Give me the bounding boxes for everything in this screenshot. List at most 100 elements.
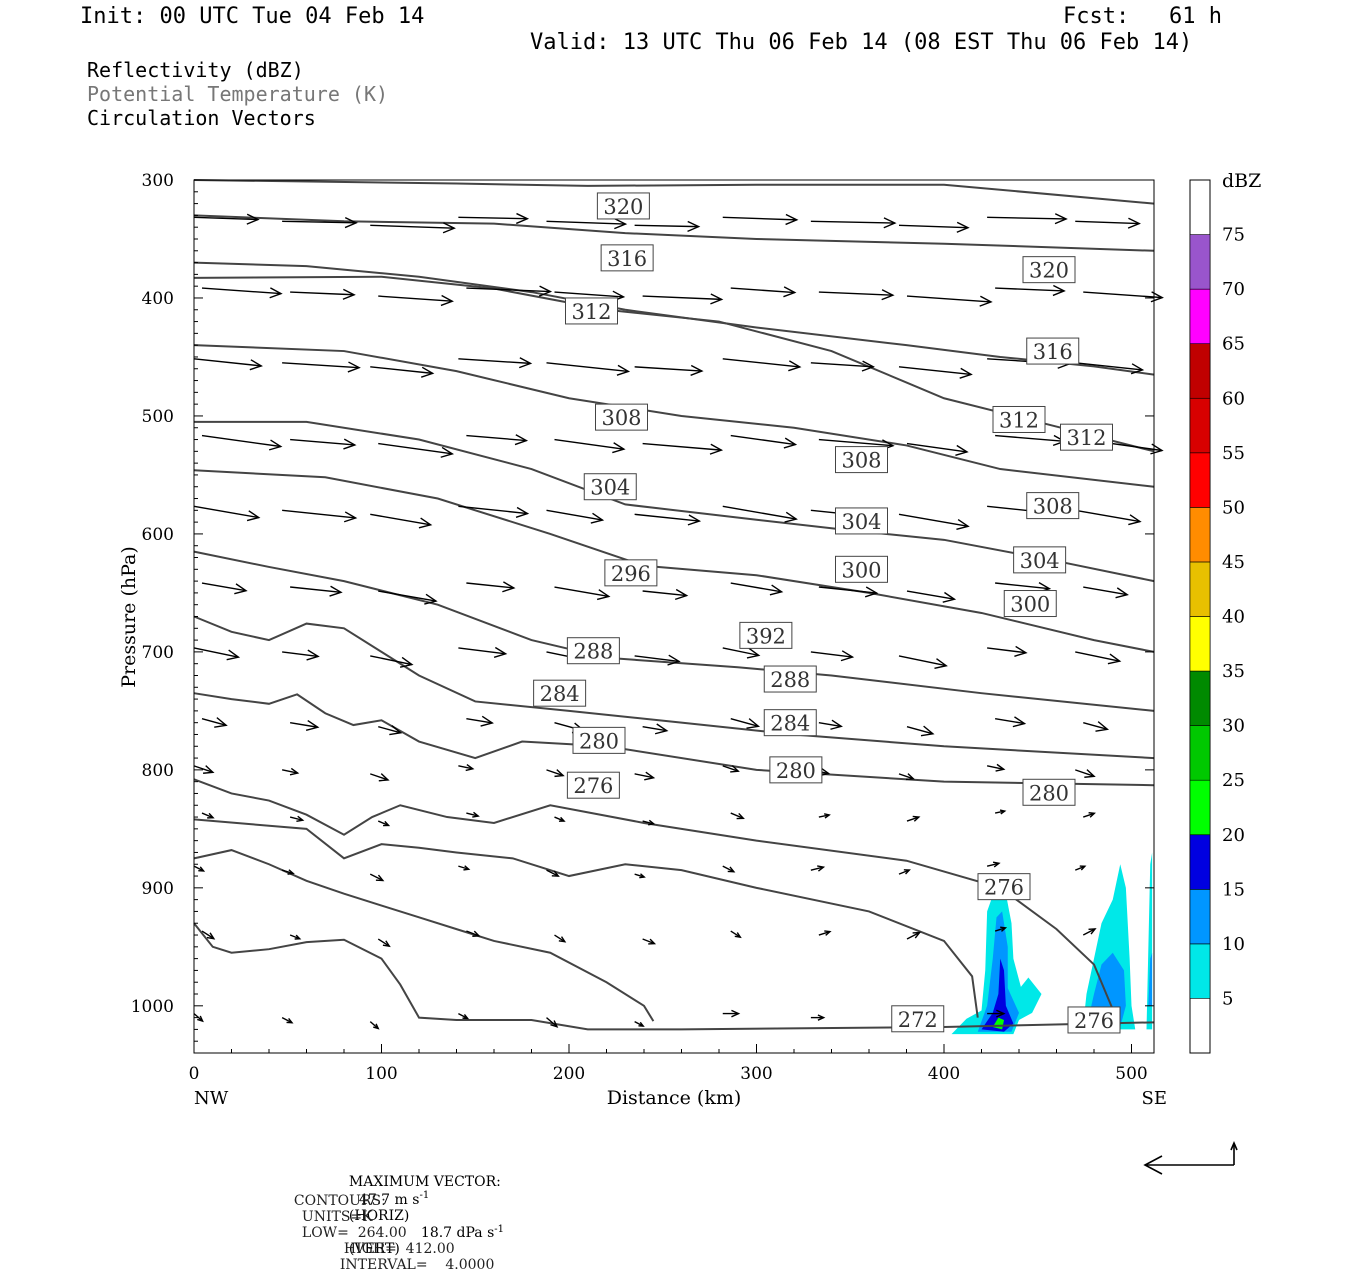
wind-vector — [987, 216, 1067, 220]
colorbar-tick-label: 50 — [1222, 497, 1245, 518]
wind-vector — [634, 513, 700, 522]
contour-label: 304 — [590, 476, 630, 500]
field-circulation-vectors: Circulation Vectors — [87, 106, 316, 130]
reflectivity-cell — [977, 911, 1019, 1032]
contours-label: CONTOURS: — [293, 1193, 386, 1209]
theta-contour-line — [193, 818, 979, 1018]
wind-vector — [289, 934, 300, 940]
vector-head — [198, 866, 206, 872]
theta-contour-line — [194, 420, 1155, 583]
colorbar-bin — [1189, 725, 1211, 781]
wind-vector — [906, 590, 955, 600]
colorbar-tick-label: 65 — [1222, 334, 1245, 355]
wind-vector — [810, 362, 874, 368]
vector-head — [920, 725, 935, 737]
wind-vector — [282, 509, 356, 519]
vector-head — [648, 938, 657, 945]
vector-head — [442, 222, 456, 234]
theta-contour-line — [193, 469, 1155, 653]
wind-vector — [995, 287, 1065, 292]
contour-label-box — [1026, 337, 1080, 365]
colorbar-bin — [1189, 779, 1211, 836]
wind-vector — [458, 765, 473, 770]
vector-head — [784, 511, 798, 523]
wind-vector — [818, 814, 830, 818]
vector-head — [502, 581, 516, 593]
vector-head — [465, 764, 475, 772]
vector-head — [881, 289, 895, 301]
vector-head — [203, 765, 215, 774]
vector-head — [197, 1015, 204, 1023]
vector-head — [654, 723, 669, 735]
wind-vector — [281, 1016, 293, 1024]
axes: 300 400 500 600 700 800 900 1000 0 100 200 300 400 50… — [131, 171, 1154, 1084]
vector-head — [214, 717, 228, 728]
vector-head — [420, 366, 435, 378]
vector-head — [999, 809, 1007, 815]
wind-vector — [898, 513, 969, 528]
wind-vector — [986, 862, 1000, 867]
wind-vector — [1075, 769, 1095, 777]
vector-head — [1088, 812, 1096, 818]
wind-vector — [193, 765, 214, 773]
vector-head — [296, 815, 305, 823]
contour-label-box — [977, 873, 1031, 901]
vector-head — [590, 512, 605, 524]
colorbar-tick-label: 25 — [1222, 770, 1245, 791]
vector-head — [687, 514, 702, 526]
contour-label: 308 — [601, 406, 641, 430]
vector-head — [746, 718, 761, 729]
vector-head — [596, 589, 611, 601]
contour-label: 308 — [1033, 495, 1073, 519]
contour-label-box — [566, 637, 620, 665]
wind-vector — [378, 726, 401, 734]
cross-section-chart: 320 316 312 320 316 308 312 312 304 308 308 304 304 2… — [118, 170, 1261, 1175]
contours-units: UNITS=K — [301, 1209, 373, 1225]
contours-interval: INTERVAL= 4.0000 — [339, 1257, 495, 1273]
vector-head — [344, 217, 358, 229]
vector-head — [206, 932, 216, 940]
vector-head — [840, 650, 855, 662]
vector-head — [861, 360, 875, 372]
vector-head — [995, 763, 1006, 772]
wind-vector — [642, 725, 667, 732]
wind-vector — [1083, 586, 1128, 596]
max-vector-horiz-exp: -1 — [419, 1190, 430, 1201]
contour-label-box — [835, 555, 888, 583]
vector-head — [824, 930, 832, 936]
wind-vector — [1083, 291, 1163, 299]
vector-head — [730, 765, 740, 773]
colorbar-title: dBZ — [1222, 170, 1261, 192]
x-tick-label: 200 — [553, 1064, 585, 1084]
vector-head — [246, 213, 260, 225]
wind-vector — [906, 726, 934, 735]
wind-vector — [554, 816, 565, 822]
y-axis-label: Pressure (hPa) — [118, 546, 140, 688]
wind-vector — [369, 873, 384, 882]
wind-vector — [378, 295, 453, 302]
wind-vector — [370, 224, 455, 229]
wind-vector — [730, 287, 795, 294]
contour-label: 304 — [841, 510, 881, 534]
wind-vector — [1075, 220, 1140, 225]
wind-vector — [642, 295, 722, 301]
vector-head — [558, 816, 566, 822]
contour-label-box — [596, 192, 650, 220]
wind-vector — [906, 295, 992, 303]
reflectivity-fill — [951, 852, 1153, 1035]
theta-contour-line — [193, 344, 1155, 488]
wind-vector — [370, 773, 389, 781]
wind-vector — [898, 224, 969, 229]
wind-vector — [1083, 722, 1108, 731]
colorbar-bin — [1189, 834, 1211, 890]
vector-head — [1088, 928, 1097, 935]
vector-head — [959, 367, 973, 379]
vector-head — [817, 1014, 826, 1021]
field-reflectivity: Reflectivity (dBZ) — [87, 58, 304, 82]
wind-vector — [378, 590, 437, 602]
vector-head — [440, 446, 455, 458]
contour-label: 284 — [540, 682, 580, 706]
wind-vector — [193, 1013, 204, 1022]
vector-head — [472, 811, 480, 818]
vector-head — [418, 517, 433, 529]
